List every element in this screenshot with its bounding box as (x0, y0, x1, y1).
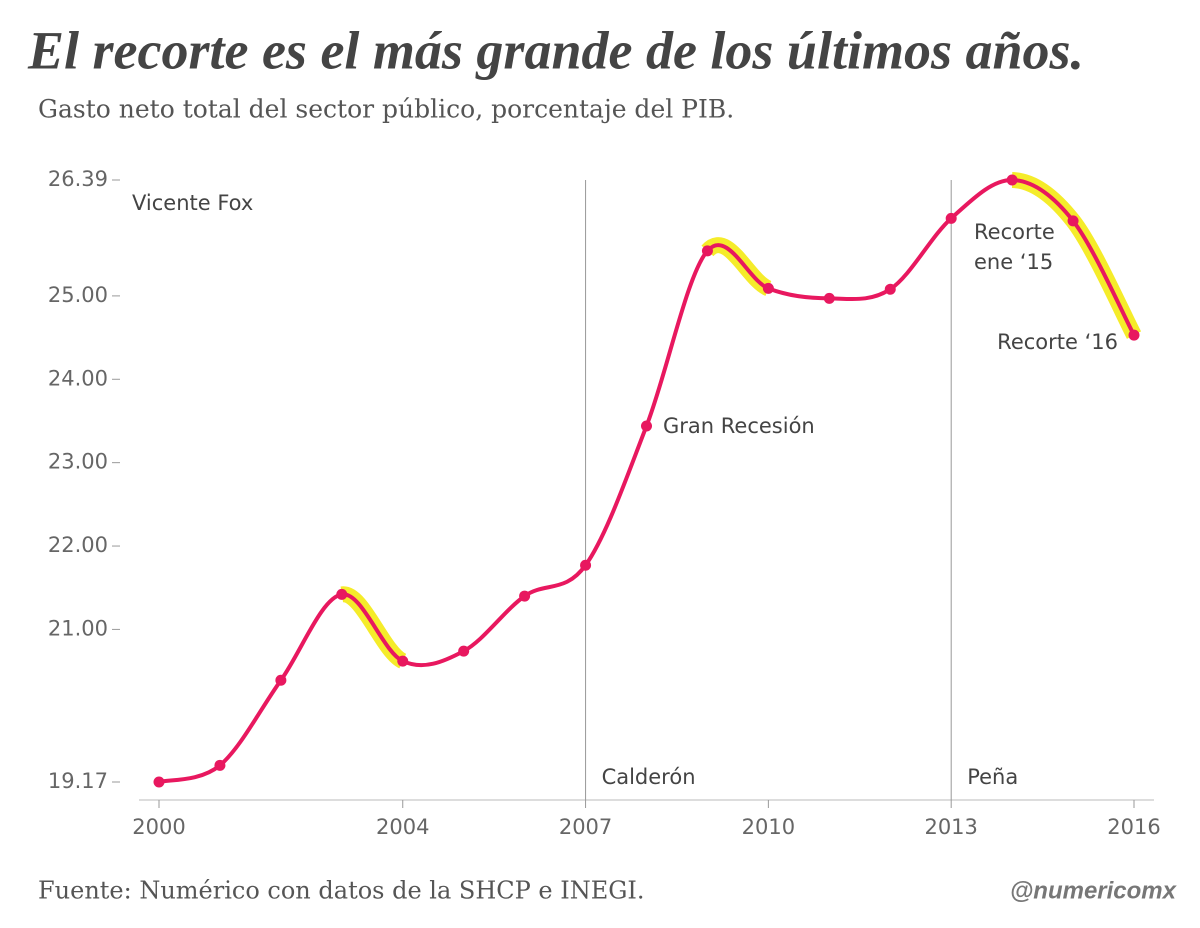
source: Fuente: Numérico con datos de la SHCP e … (38, 877, 645, 905)
era-label: Peña (967, 765, 1018, 789)
point (1006, 174, 1018, 186)
point (519, 590, 531, 602)
point (945, 212, 957, 224)
chart-subtitle: Gasto neto total del sector público, por… (38, 95, 734, 124)
point (823, 292, 835, 304)
x-tick-label: 2004 (376, 815, 429, 839)
point (701, 245, 713, 257)
x-tick-label: 2013 (924, 815, 977, 839)
point (397, 655, 409, 667)
point (884, 283, 896, 295)
y-tick-label: 22.00 (48, 533, 108, 557)
era-label: Vicente Fox (132, 191, 253, 215)
x-tick-label: 2016 (1107, 815, 1160, 839)
handle: @numericomx (1010, 877, 1178, 904)
y-tick-label: 24.00 (48, 366, 108, 390)
y-tick-label: 23.00 (48, 450, 108, 474)
point (762, 282, 774, 294)
y-tick-label: 26.39 (48, 167, 108, 191)
point (1128, 329, 1140, 341)
point (275, 674, 287, 686)
annotation: Gran Recesión (663, 414, 815, 438)
point (641, 420, 652, 432)
x-tick-label: 2010 (742, 815, 795, 839)
era-label: Calderón (602, 765, 696, 789)
y-tick-label: 25.00 (48, 283, 108, 307)
annotation: Recorte (974, 220, 1055, 244)
point (458, 645, 470, 657)
point (336, 588, 348, 600)
x-tick-label: 2007 (559, 815, 612, 839)
point (153, 776, 165, 788)
annotation: ene ‘15 (974, 250, 1053, 274)
point (1067, 215, 1079, 227)
y-tick-label: 21.00 (48, 616, 108, 640)
chart-title: El recorte es el más grande de los últim… (27, 20, 1084, 80)
point (214, 759, 226, 771)
point (580, 559, 592, 571)
x-tick-label: 2000 (132, 815, 185, 839)
y-tick-label: 19.17 (48, 769, 108, 793)
annotation: Recorte ‘16 (997, 330, 1118, 354)
